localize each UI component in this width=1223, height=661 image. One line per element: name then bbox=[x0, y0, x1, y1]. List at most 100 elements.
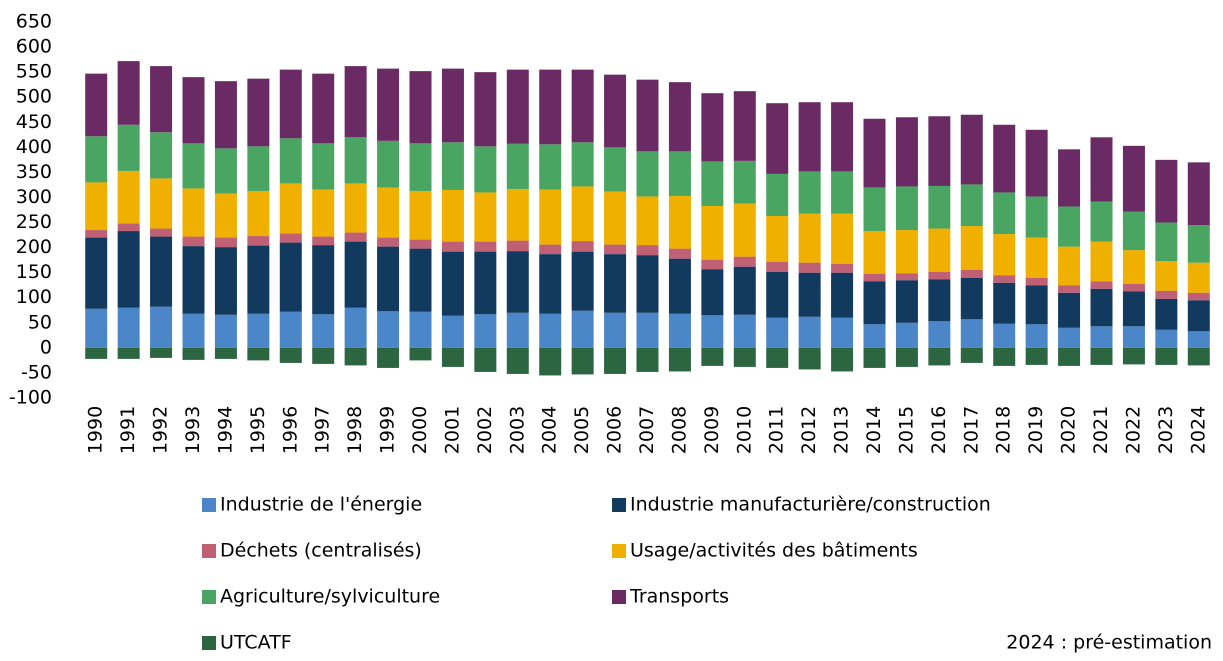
bar-segment bbox=[993, 323, 1016, 348]
bar-segment bbox=[993, 124, 1016, 193]
bar-segment bbox=[409, 239, 432, 249]
legend-swatch bbox=[612, 498, 626, 512]
bar-segment bbox=[831, 347, 854, 372]
bar-segment bbox=[1025, 277, 1048, 286]
bar-segment bbox=[798, 272, 821, 317]
bar-segment bbox=[474, 72, 497, 147]
bar-segment bbox=[409, 248, 432, 312]
bar-segment bbox=[1025, 285, 1048, 325]
bar-segment bbox=[506, 69, 529, 144]
bar-segment bbox=[831, 317, 854, 348]
bar-segment bbox=[506, 188, 529, 241]
x-tick-label: 1993 bbox=[182, 406, 204, 454]
bar-segment bbox=[636, 151, 659, 197]
x-tick-label: 2016 bbox=[928, 406, 950, 454]
bar-segment bbox=[604, 254, 627, 313]
bar-segment bbox=[895, 347, 918, 367]
bar-segment bbox=[182, 143, 205, 189]
bar-segment bbox=[1058, 285, 1081, 293]
bar-segment bbox=[441, 68, 464, 143]
bar-segment bbox=[214, 347, 237, 359]
bar-segment bbox=[604, 74, 627, 148]
x-tick-label: 1997 bbox=[312, 406, 334, 454]
bar-segment bbox=[279, 311, 302, 348]
x-tick-label: 2008 bbox=[668, 406, 690, 454]
bar-segment bbox=[344, 137, 367, 184]
x-tick-label: 2021 bbox=[1090, 406, 1112, 454]
bar-segment bbox=[344, 347, 367, 366]
bar-segment bbox=[831, 102, 854, 172]
bar-segment bbox=[636, 79, 659, 152]
bar-segment bbox=[831, 171, 854, 214]
bar-segment bbox=[928, 228, 951, 272]
x-tick-label: 2020 bbox=[1058, 406, 1080, 454]
bar-segment bbox=[863, 273, 886, 282]
bar-segment bbox=[571, 69, 594, 143]
x-tick-label: 1991 bbox=[117, 406, 139, 454]
legend-label: Déchets (centralisés) bbox=[220, 540, 422, 562]
bar-segment bbox=[571, 186, 594, 242]
x-tick-label: 2014 bbox=[863, 406, 885, 454]
x-tick-label: 2002 bbox=[474, 406, 496, 454]
bar-segment bbox=[1090, 241, 1113, 282]
x-tick-label: 1994 bbox=[214, 406, 236, 454]
bar-segment bbox=[441, 347, 464, 367]
y-tick-label: 100 bbox=[16, 286, 52, 308]
bar-segment bbox=[636, 245, 659, 256]
x-tick-label: 2023 bbox=[1155, 406, 1177, 454]
y-tick-label: 450 bbox=[16, 111, 52, 133]
x-tick-label: 2012 bbox=[798, 406, 820, 454]
y-tick-label: 50 bbox=[28, 311, 52, 333]
x-tick-label: 2010 bbox=[733, 406, 755, 454]
bar-segment bbox=[766, 173, 789, 217]
bar-segment bbox=[863, 347, 886, 368]
bar-segment bbox=[182, 246, 205, 314]
bar-segment bbox=[117, 231, 140, 308]
bar-segment bbox=[701, 269, 724, 316]
y-tick-label: 300 bbox=[16, 186, 52, 208]
y-tick-label: 350 bbox=[16, 161, 52, 183]
bar-segment bbox=[701, 315, 724, 348]
legend-label: Industrie de l'énergie bbox=[220, 494, 422, 516]
bar-segment bbox=[604, 312, 627, 348]
bar-segment bbox=[182, 77, 205, 144]
bar-segment bbox=[1155, 159, 1178, 223]
bar-segment bbox=[85, 308, 108, 348]
bar-segment bbox=[539, 144, 562, 190]
bar-segment bbox=[1025, 324, 1048, 348]
bar-segment bbox=[150, 347, 173, 358]
x-tick-label: 2003 bbox=[506, 406, 528, 454]
bar-segment bbox=[85, 237, 108, 309]
bar-segment bbox=[960, 269, 983, 278]
bar-segment bbox=[1187, 162, 1210, 226]
bar-segment bbox=[766, 271, 789, 318]
x-tick-label: 2005 bbox=[571, 406, 593, 454]
bar-segment bbox=[928, 321, 951, 348]
bar-segment bbox=[668, 151, 691, 196]
bar-segment bbox=[1187, 300, 1210, 332]
bar-segment bbox=[668, 258, 691, 314]
bar-segment bbox=[441, 315, 464, 348]
bar-segment bbox=[928, 185, 951, 229]
bar-segment bbox=[1187, 331, 1210, 348]
bar-segment bbox=[150, 306, 173, 348]
bar-segment bbox=[85, 230, 108, 238]
bar-segment bbox=[506, 240, 529, 252]
bar-segment bbox=[831, 272, 854, 318]
x-tick-label: 1998 bbox=[344, 406, 366, 454]
bar-segment bbox=[604, 147, 627, 192]
bar-segment bbox=[247, 190, 270, 237]
bar-segment bbox=[895, 280, 918, 323]
bar-segment bbox=[117, 347, 140, 359]
y-tick-label: -100 bbox=[9, 387, 52, 409]
bar-segment bbox=[441, 142, 464, 190]
bar-segment bbox=[571, 310, 594, 348]
bar-segment bbox=[993, 275, 1016, 283]
bar-segment bbox=[766, 261, 789, 272]
bar-segment bbox=[636, 347, 659, 372]
bar-segment bbox=[182, 347, 205, 360]
bar-segment bbox=[117, 223, 140, 232]
bar-segment bbox=[1090, 201, 1113, 242]
legend-label: Transports bbox=[629, 586, 729, 608]
bar-segment bbox=[344, 241, 367, 308]
